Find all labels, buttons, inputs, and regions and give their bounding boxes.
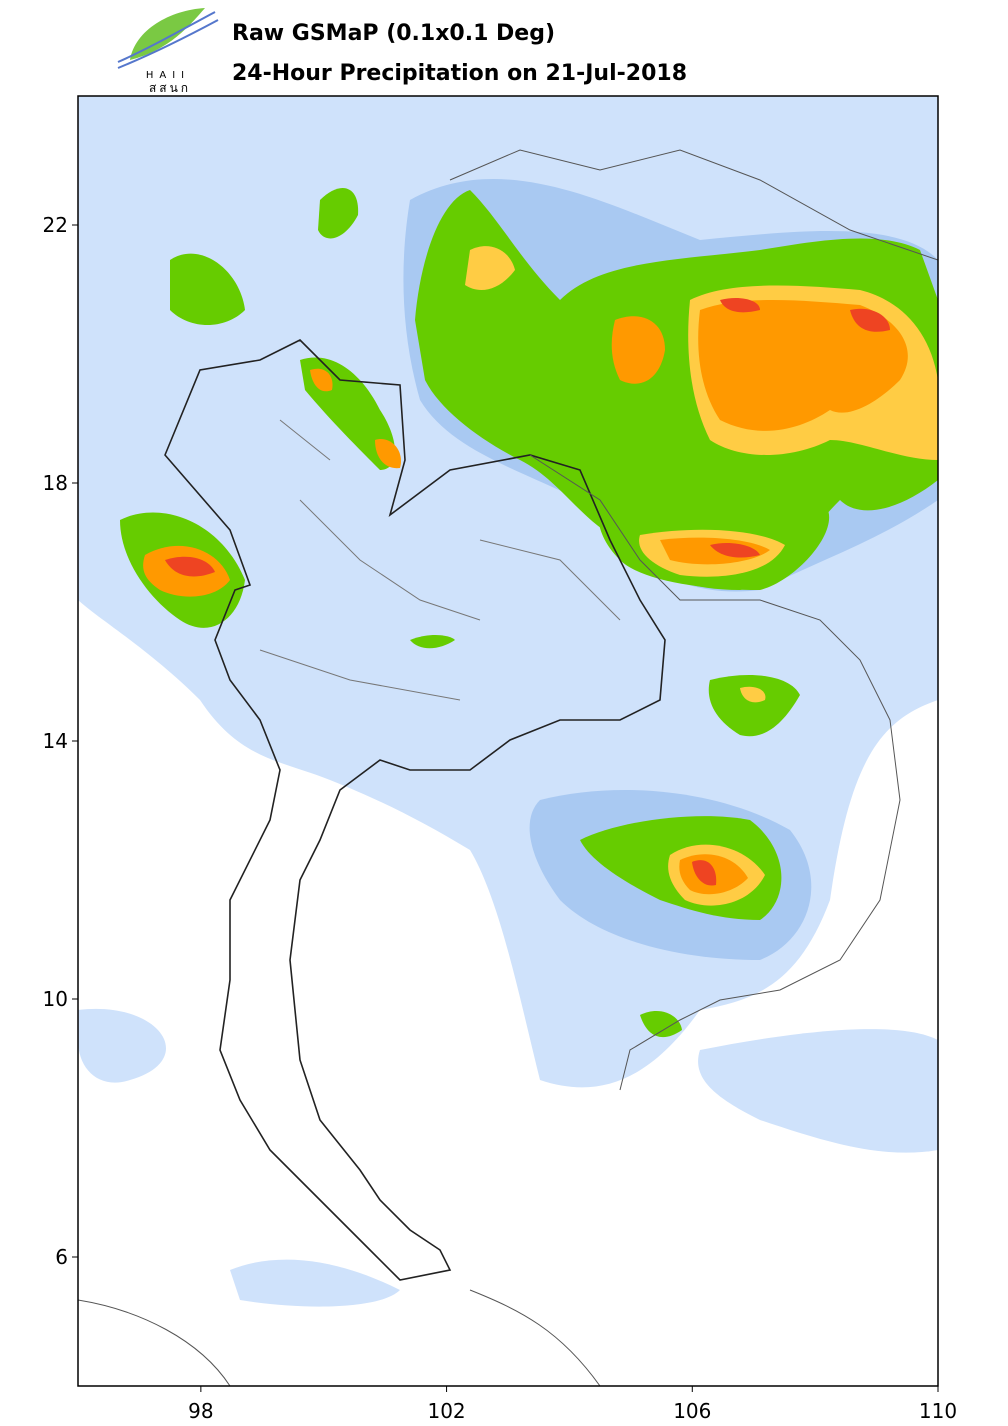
rain-orange [611, 316, 665, 384]
boundaries [78, 149, 938, 1386]
rain-yellow [465, 246, 515, 290]
coast [78, 1299, 231, 1386]
y-tick-label: 10 [43, 987, 68, 1011]
precipitation [78, 96, 938, 1307]
coast [529, 454, 901, 1091]
rain-red [850, 308, 890, 332]
logo-name: HAII [146, 70, 190, 81]
x-tick-label: 102 [427, 1399, 465, 1423]
rain-orange [310, 368, 333, 392]
title: Raw GSMaP (0.1x0.1 Deg) [232, 21, 555, 46]
rain-orange [698, 300, 908, 431]
rain-green [410, 635, 455, 649]
rain-red [720, 298, 760, 313]
y-tick-label: 6 [55, 1245, 68, 1269]
coast [469, 1289, 601, 1386]
thailand-border [164, 339, 666, 1281]
logo-wave [117, 19, 219, 69]
y-tick-label: 14 [43, 729, 68, 753]
rain-orange [375, 439, 401, 469]
rain-red [692, 860, 717, 886]
subtitle: 24-Hour Precipitation on 21-Jul-2018 [232, 61, 687, 86]
rain-green [640, 1010, 682, 1038]
rain-orange [660, 537, 770, 565]
y-tick-label: 18 [43, 471, 68, 495]
logo: HAII สสนก [117, 8, 219, 95]
rain-yellow [740, 686, 766, 703]
x-tick-label: 110 [919, 1399, 957, 1423]
rain-light [78, 1008, 167, 1083]
y-tick-label: 22 [43, 213, 68, 237]
rain-red [710, 543, 760, 558]
rain-light [230, 1259, 400, 1307]
logo-leaf [130, 8, 205, 60]
rain-red [165, 556, 215, 577]
rain-green [318, 188, 359, 239]
logo-thai: สสนก [149, 81, 191, 95]
border [449, 149, 938, 261]
x-tick-label: 106 [673, 1399, 711, 1423]
rain-green [708, 675, 800, 737]
x-tick-label: 98 [188, 1399, 213, 1423]
rain-light [698, 1029, 938, 1153]
province-lines [259, 419, 621, 701]
rain-green [170, 253, 245, 325]
logo-wave [117, 11, 216, 63]
